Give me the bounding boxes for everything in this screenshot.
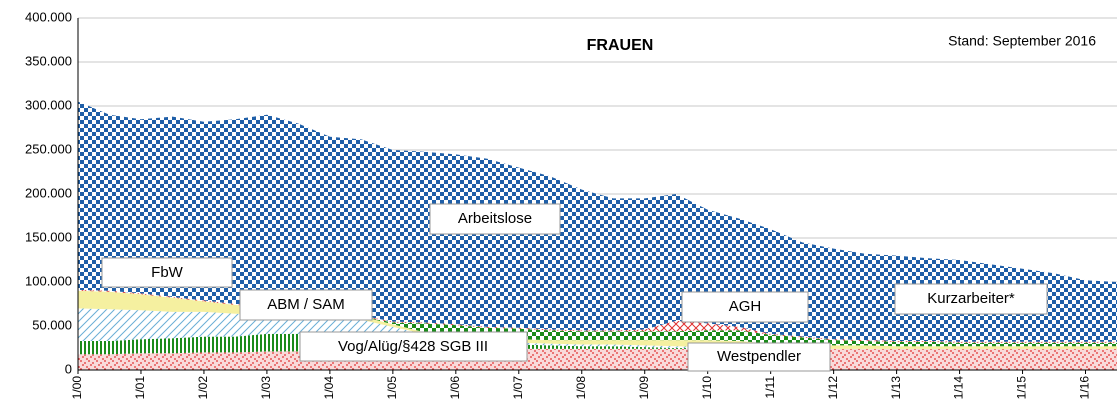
- x-tick-label: 1/14: [952, 376, 966, 400]
- label-box: [101, 257, 233, 288]
- x-tick-label: 1/07: [511, 376, 525, 400]
- label-box: [681, 291, 809, 323]
- label-box: [299, 331, 528, 362]
- areas: [78, 17, 1117, 371]
- y-tick-label: 200.000: [25, 185, 72, 200]
- area: [78, 290, 1117, 347]
- x-tick-label: 1/05: [385, 376, 399, 400]
- x-tick-label: 1/08: [574, 376, 588, 400]
- y-tick-label: 50.000: [32, 317, 72, 332]
- y-tick-label: 250.000: [25, 141, 72, 156]
- x-tick-label: 1/02: [196, 376, 210, 400]
- series-label: AGH: [729, 298, 762, 315]
- x-tick-label: 1/12: [826, 376, 840, 400]
- label-box: [894, 283, 1048, 315]
- area: [78, 101, 1117, 342]
- series-label: ABM / SAM: [267, 296, 345, 313]
- label-box: [429, 203, 561, 235]
- series-label: Vog/Alüg/§428 SGB III: [338, 338, 488, 355]
- y-tick-label: 100.000: [25, 273, 72, 288]
- axes: 0 50.000 100.000 150.000 200.000 250.000 300.0…: [25, 9, 1117, 399]
- label-box: [239, 289, 373, 321]
- y-tick-label: 150.000: [25, 229, 72, 244]
- x-tick-label: 1/06: [448, 376, 462, 400]
- x-tick-label: 1/10: [700, 376, 714, 400]
- x-tick-label: 1/04: [322, 376, 336, 400]
- x-tick-label: 1/15: [1015, 376, 1029, 400]
- x-tick-label: 1/09: [637, 376, 651, 400]
- y-tick-label: 0: [65, 361, 72, 376]
- x-tick-label: 1/13: [889, 376, 903, 400]
- x-tick-label: 1/16: [1078, 376, 1092, 400]
- series-label: Westpendler: [717, 348, 801, 365]
- series-labels: Westpendler Vog/Alüg/§428 SGB III ABM / …: [101, 203, 1048, 372]
- series-label: Arbeitslose: [458, 210, 532, 227]
- annotation: Stand: September 2016: [948, 33, 1096, 49]
- x-tick-label: 1/00: [70, 376, 84, 400]
- label-box: [687, 342, 831, 372]
- x-tick-label: 1/11: [763, 376, 777, 399]
- y-tick-label: 300.000: [25, 97, 72, 112]
- y-tick-label: 350.000: [25, 53, 72, 68]
- chart-title: FRAUEN: [587, 37, 654, 54]
- series-label: Kurzarbeiter*: [927, 290, 1015, 307]
- y-tick-label: 400.000: [25, 9, 72, 24]
- x-tick-label: 1/03: [259, 376, 273, 400]
- x-tick-label: 1/01: [133, 376, 147, 400]
- series-label: FbW: [151, 264, 184, 281]
